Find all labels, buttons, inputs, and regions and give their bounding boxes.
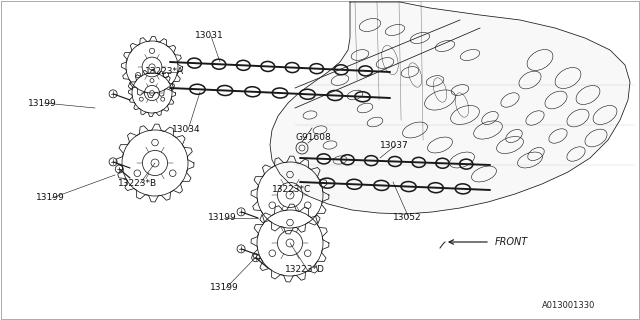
Text: 13199: 13199 (210, 284, 239, 292)
Text: 13223*A: 13223*A (145, 68, 184, 76)
Text: 13031: 13031 (195, 31, 224, 41)
Text: 13037: 13037 (380, 140, 409, 149)
Text: G91608: G91608 (295, 133, 331, 142)
Text: A013001330: A013001330 (541, 301, 595, 310)
Text: 13223*D: 13223*D (285, 266, 325, 275)
Text: 13223*B: 13223*B (118, 179, 157, 188)
Text: FRONT: FRONT (495, 237, 528, 247)
Text: 13199: 13199 (36, 194, 65, 203)
Text: 13199: 13199 (208, 213, 237, 222)
Polygon shape (270, 2, 630, 214)
Text: 13034: 13034 (172, 125, 200, 134)
Text: 13223*C: 13223*C (272, 186, 311, 195)
Text: 13199: 13199 (28, 99, 57, 108)
Text: 13052: 13052 (393, 213, 422, 222)
